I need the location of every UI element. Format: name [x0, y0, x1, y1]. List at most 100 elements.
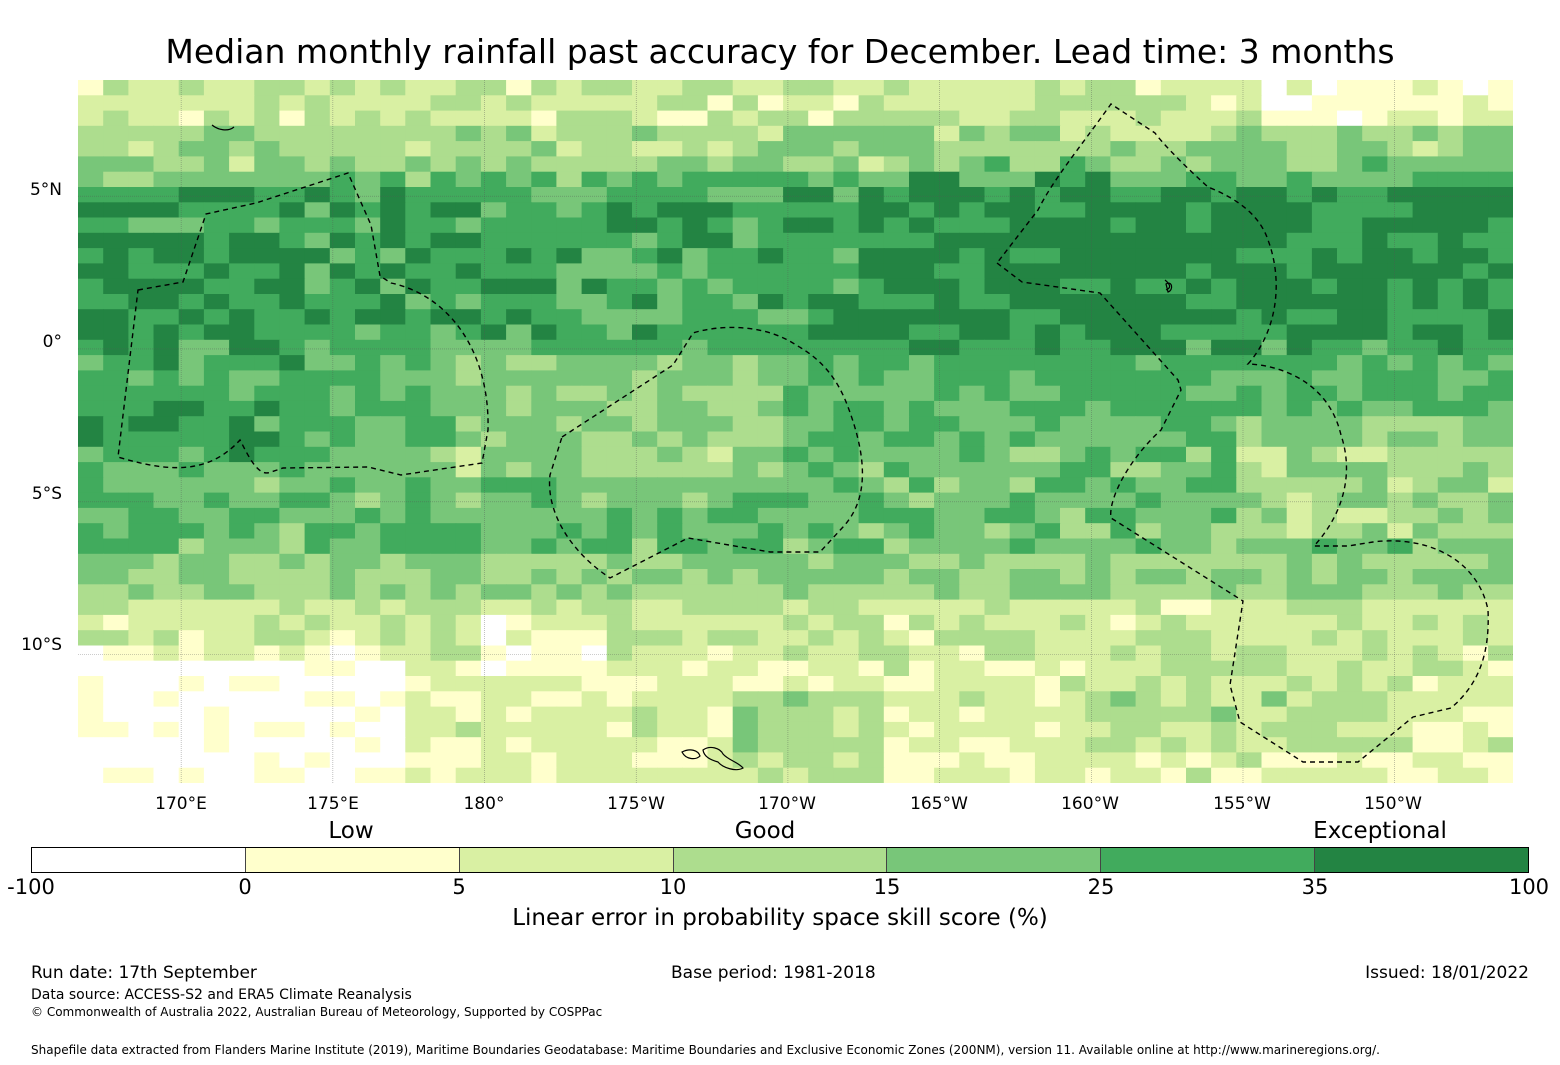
grid-cell	[883, 171, 910, 188]
grid-cell	[606, 431, 633, 448]
grid-cell	[1337, 309, 1363, 326]
grid-cell	[103, 660, 129, 677]
grid-cell	[1488, 355, 1513, 371]
grid-cell	[732, 553, 759, 570]
grid-cell	[279, 141, 306, 157]
grid-cell	[480, 385, 507, 402]
skill-score-map	[78, 80, 1513, 783]
grid-cell	[1110, 156, 1137, 173]
grid-cell	[1085, 431, 1111, 448]
grid-cell	[254, 584, 281, 601]
grid-cell	[1085, 462, 1111, 478]
grid-cell	[1462, 645, 1489, 662]
grid-cell	[934, 339, 960, 356]
grid-cell	[1186, 676, 1212, 692]
grid-cell	[1286, 248, 1313, 264]
grid-cell	[833, 553, 860, 570]
grid-cell	[329, 416, 356, 433]
grid-cell	[1462, 80, 1489, 96]
grid-cell	[783, 156, 809, 173]
grid-cell	[909, 446, 935, 463]
grid-cell	[229, 187, 255, 203]
grid-cell	[632, 477, 658, 494]
grid-cell	[783, 370, 809, 387]
grid-cell	[430, 95, 457, 112]
grid-cell	[1362, 767, 1388, 783]
grid-cell	[1060, 309, 1086, 326]
grid-cell	[934, 248, 960, 264]
grid-cell	[632, 660, 658, 677]
grid-cell	[783, 141, 809, 157]
grid-cell	[1362, 507, 1388, 524]
grid-cell	[1337, 156, 1363, 173]
grid-cell	[858, 767, 885, 783]
grid-cell	[78, 339, 104, 356]
grid-cell	[984, 538, 1011, 555]
grid-cell	[1135, 721, 1162, 738]
grid-cell	[203, 599, 230, 616]
grid-cell	[531, 156, 558, 173]
grid-cell	[1261, 400, 1288, 417]
grid-cell	[480, 721, 507, 738]
grid-cell	[531, 676, 558, 692]
grid-cell	[506, 599, 532, 616]
grid-cell	[1009, 706, 1036, 723]
grid-cell	[707, 446, 734, 463]
grid-cell	[1362, 355, 1388, 371]
grid-cell	[632, 125, 658, 142]
grid-cell	[531, 614, 558, 631]
grid-cell	[279, 156, 306, 173]
grid-cell	[1261, 553, 1288, 570]
grid-cell	[833, 141, 860, 157]
grid-cell	[1286, 171, 1313, 188]
grid-cell	[833, 737, 860, 754]
grid-cell	[455, 767, 482, 783]
grid-cell	[1135, 492, 1162, 509]
grid-cell	[329, 355, 356, 371]
grid-cell	[128, 217, 155, 234]
grid-cell	[732, 431, 759, 448]
grid-cell	[1085, 446, 1111, 463]
grid-cell	[254, 553, 281, 570]
grid-cell	[1488, 630, 1513, 647]
grid-cell	[430, 676, 457, 692]
grid-cell	[783, 95, 809, 112]
grid-cell	[1462, 477, 1489, 494]
grid-cell	[304, 523, 331, 540]
grid-cell	[405, 171, 432, 188]
grid-cell	[909, 187, 935, 203]
grid-cell	[1236, 248, 1263, 264]
grid-cell	[1236, 446, 1263, 463]
grid-cell	[833, 569, 860, 585]
grid-cell	[279, 706, 306, 723]
grid-cell	[279, 721, 306, 738]
grid-cell	[1337, 232, 1363, 249]
grid-cell	[1337, 385, 1363, 402]
grid-cell	[1261, 324, 1288, 341]
grid-cell	[1186, 370, 1212, 387]
grid-cell	[178, 599, 205, 616]
grid-cell	[455, 614, 482, 631]
grid-cell	[707, 156, 734, 173]
grid-cell	[909, 645, 935, 662]
grid-cell	[1009, 232, 1036, 249]
grid-cell	[355, 767, 381, 783]
grid-cell	[934, 324, 960, 341]
grid-cell	[1286, 523, 1313, 540]
grid-cell	[732, 278, 759, 295]
grid-cell	[279, 400, 306, 417]
grid-cell	[1488, 431, 1513, 448]
grid-cell	[657, 278, 683, 295]
grid-cell	[1462, 187, 1489, 203]
grid-cell	[329, 141, 356, 157]
grid-cell	[657, 752, 683, 769]
grid-cell	[581, 767, 608, 783]
grid-cell	[1060, 248, 1086, 264]
grid-cell	[329, 263, 356, 280]
grid-cell	[430, 125, 457, 142]
grid-cell	[153, 339, 180, 356]
grid-cell	[1009, 676, 1036, 692]
colorbar-segment	[32, 848, 246, 872]
grid-cell	[1236, 217, 1263, 234]
grid-cell	[657, 156, 683, 173]
